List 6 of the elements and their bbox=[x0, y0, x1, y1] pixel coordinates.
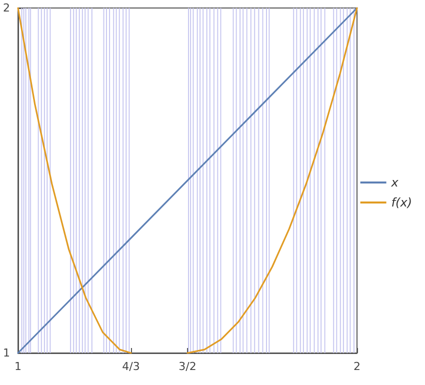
x-tick-label: 4/3 bbox=[122, 360, 140, 373]
x-tick-label: 3/2 bbox=[178, 360, 196, 373]
x-tick-label: 1 bbox=[14, 360, 22, 373]
legend-label: f(x) bbox=[391, 196, 412, 210]
legend-label: x bbox=[390, 176, 400, 190]
x-tick-label: 2 bbox=[354, 360, 360, 373]
